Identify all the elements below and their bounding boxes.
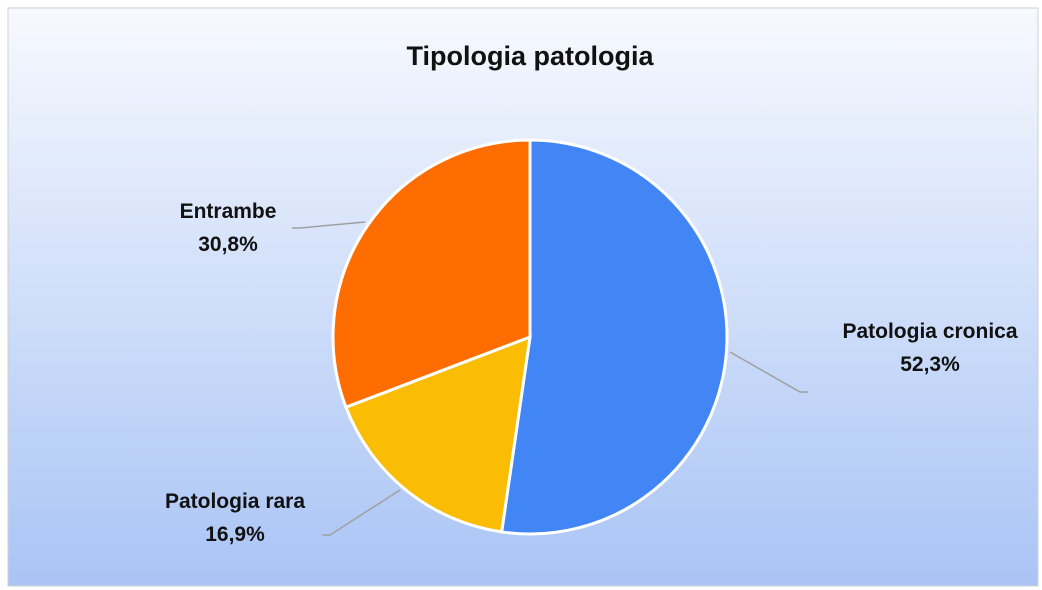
- chart-title: Tipologia patologia: [407, 41, 655, 71]
- category-label: Entrambe: [180, 200, 277, 223]
- value-label: 52,3%: [900, 353, 960, 376]
- pie-slice: [344, 334, 532, 534]
- leader-line: [322, 489, 401, 536]
- pie: Patologia cronica 52,3% Patologia rara 16,9…: [165, 138, 1018, 546]
- category-label: Patologia rara: [165, 490, 305, 513]
- category-label: Patologia cronica: [842, 320, 1017, 343]
- pie-slice: [499, 138, 729, 536]
- leader-line: [292, 221, 366, 229]
- leader-line: [729, 351, 808, 393]
- value-label: 16,9%: [205, 523, 265, 546]
- value-label: 30,8%: [198, 233, 258, 256]
- pie-slice: [331, 138, 532, 410]
